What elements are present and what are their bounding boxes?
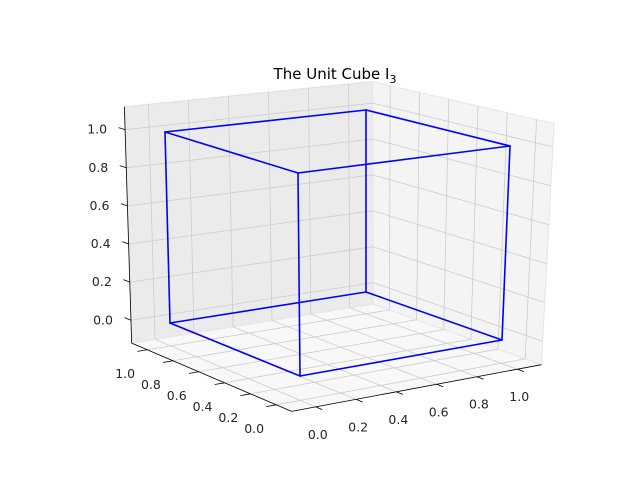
z-tick-label: 0.2 (92, 274, 112, 289)
grid-y-floor (276, 358, 526, 406)
grid-y-floor (224, 338, 471, 384)
x-tick-label: 0.4 (388, 412, 408, 427)
grid-x-back (348, 84, 351, 308)
cube-edge (169, 322, 301, 377)
grid-y-side (497, 112, 508, 350)
grid-y-side (389, 85, 391, 310)
cube-wireframe (164, 109, 511, 377)
x-tick-label: 0.8 (469, 397, 489, 412)
y-tick-mark (163, 360, 174, 363)
cube-edge (299, 339, 503, 377)
x-tick-mark (517, 368, 525, 373)
grid-lines (125, 84, 553, 408)
grid-y-floor (172, 319, 417, 362)
z-tick-mark (119, 165, 127, 169)
z-tick-mark (124, 317, 132, 321)
grid-z-back (126, 138, 373, 169)
grid-z-back (129, 246, 374, 283)
cube-edge (365, 291, 503, 341)
y-tick-label: 0.0 (244, 421, 264, 436)
grid-y-side (443, 99, 450, 330)
grid-z-back (125, 102, 373, 131)
x-axis-line (291, 364, 542, 412)
grid-x-back (147, 104, 156, 340)
cube-edge (297, 172, 301, 377)
title-subscript: 3 (389, 73, 396, 86)
z-tick-label: 0.0 (93, 312, 113, 327)
y-tick-mark (266, 404, 277, 408)
y-tick-mark (214, 382, 225, 385)
grid-x-floor (154, 339, 316, 408)
grid-x-back (228, 96, 234, 327)
z-tick-mark (118, 127, 126, 131)
y-tick-label: 0.6 (167, 388, 187, 403)
z-tick-label: 0.6 (90, 198, 110, 213)
x-tick-mark (355, 398, 363, 403)
y-tick-label: 1.0 (115, 366, 135, 381)
z-tick-label: 1.0 (87, 122, 107, 137)
cube-edge (297, 145, 511, 174)
z-axis-line (123, 106, 133, 344)
y-tick-mark (188, 371, 199, 374)
grid-z-back (127, 174, 373, 207)
y-tick-label: 0.2 (218, 410, 238, 425)
grid-y-side (416, 92, 420, 320)
grid-y-side (524, 119, 537, 359)
grid-y-floor (250, 348, 499, 395)
grid-x-floor (310, 313, 478, 378)
y-tick-label: 0.8 (141, 377, 161, 392)
x-tick-label: 0.0 (308, 427, 328, 442)
y-tick-mark (137, 349, 148, 352)
y-tick-mark (240, 393, 251, 396)
axis-lines (118, 106, 542, 412)
grid-y-side (470, 106, 479, 340)
cube-edge (169, 291, 367, 324)
grid-z-side (372, 102, 553, 148)
y-tick-label: 0.4 (193, 399, 213, 414)
x-tick-mark (476, 376, 484, 380)
axis-panes (123, 80, 555, 412)
x-tick-label: 0.6 (429, 404, 449, 419)
z-tick-mark (120, 203, 128, 207)
grid-z-side (372, 174, 549, 226)
grid-x-floor (349, 307, 518, 370)
grid-y-floor (198, 329, 444, 373)
z-tick-mark (123, 279, 130, 283)
z-tick-mark (122, 241, 129, 245)
grid-x-back (268, 92, 273, 321)
z-tick-label: 0.8 (88, 160, 108, 175)
x-tick-label: 0.2 (348, 419, 368, 434)
grid-x-floor (232, 326, 397, 393)
grid-z-side (372, 138, 551, 187)
cube-edge (501, 145, 511, 341)
grid-x-back (308, 88, 312, 315)
grid-y-floor (147, 309, 390, 351)
chart-title: The Unit Cube I3 (273, 65, 397, 86)
grid-z-back (130, 282, 374, 321)
cube-edge (164, 109, 367, 133)
cube-edge (365, 109, 511, 147)
y-axis-line (131, 342, 292, 412)
cube-edge (164, 131, 299, 174)
grid-z-side (372, 246, 545, 303)
x-tick-mark (396, 391, 404, 395)
z-tick-label: 0.4 (91, 236, 111, 251)
grid-z-side (372, 210, 547, 265)
grid-z-back (128, 210, 373, 245)
grid-z-side (372, 282, 543, 342)
back-pane (123, 81, 374, 344)
x-tick-label: 1.0 (509, 389, 529, 404)
x-tick-mark (436, 383, 444, 388)
tick-labels: 0.0 0.2 0.4 0.6 0.8 1.0 0.0 0.2 0.4 0.6 0.8 1.0 0.0 0… (87, 122, 529, 442)
x-tick-mark (315, 406, 323, 410)
cube-edge (164, 131, 171, 324)
